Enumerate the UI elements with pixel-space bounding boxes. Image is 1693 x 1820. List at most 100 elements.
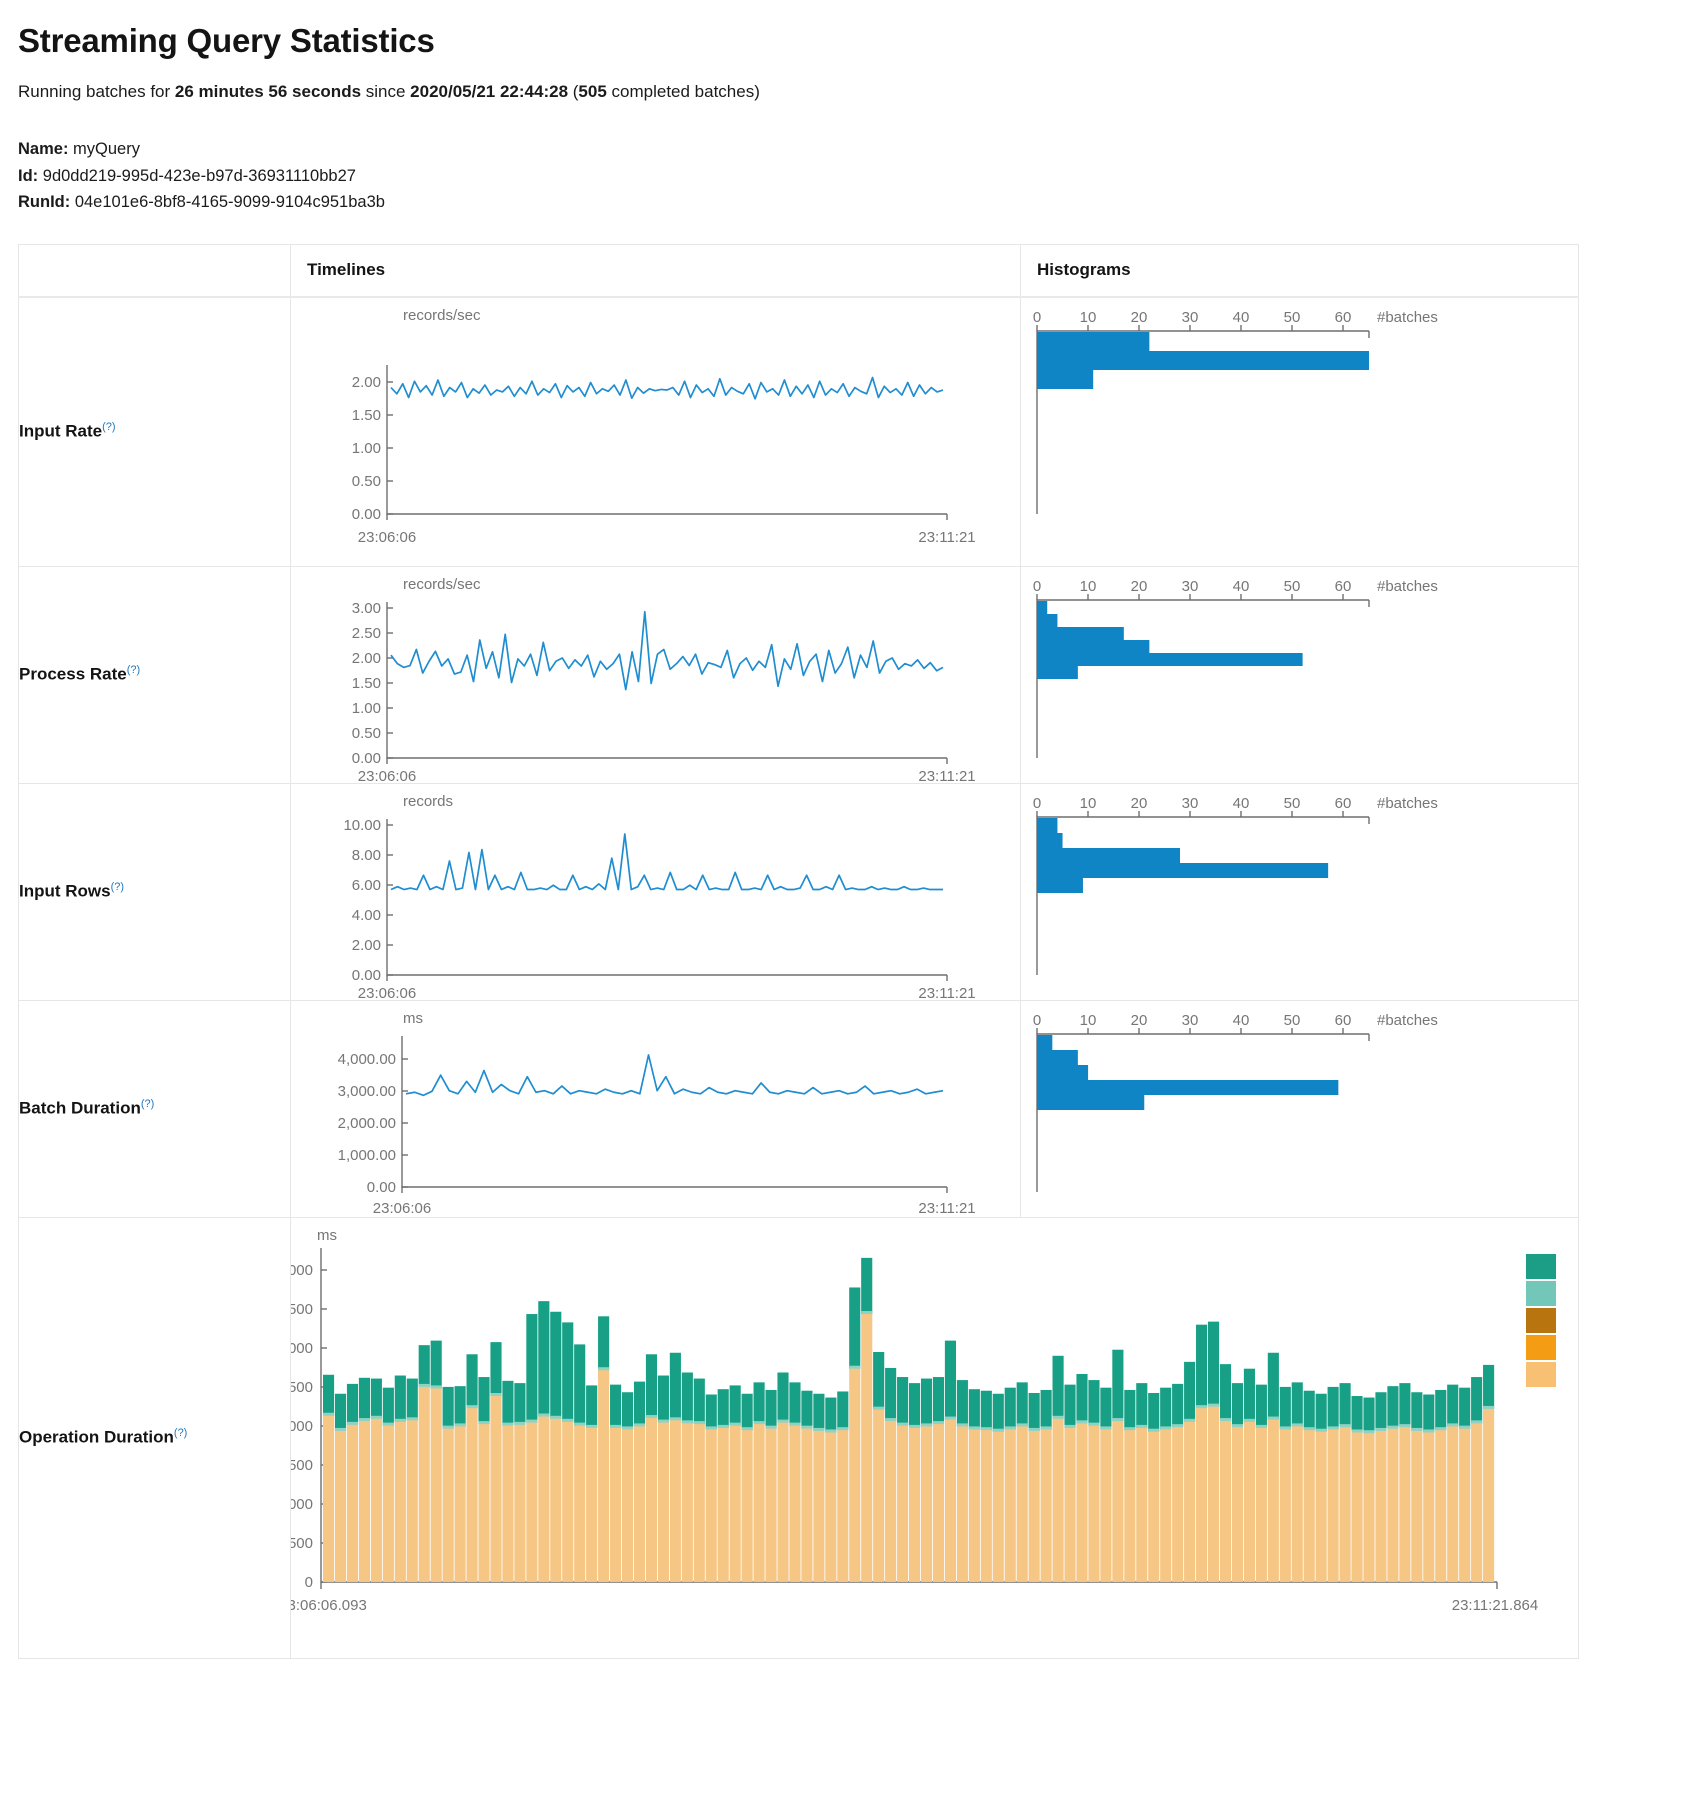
legend-swatch-1[interactable]: [1526, 1253, 1556, 1279]
hist-bar: [1037, 639, 1150, 653]
stacked-bar-segment-get-batch: [1303, 1426, 1315, 1431]
ytick-4.00: 4.00: [352, 907, 381, 924]
batch-duration-histogram-chart: 0 10 20 30 40 50 60 #batches: [1033, 1012, 1438, 1192]
stacked-bar-segment-get-batch: [1219, 1417, 1232, 1422]
stacked-bar-segment-get-batch: [598, 1366, 610, 1371]
stacked-bar-segment-add-batch: [1076, 1423, 1088, 1582]
hist-bars: [1037, 331, 1369, 389]
legend-swatch-5[interactable]: [1526, 1361, 1556, 1387]
stacked-bar-segment-latest-offset: [669, 1352, 681, 1420]
hist-axis-label: #batches: [1377, 1012, 1438, 1029]
stacked-bar-segment-add-batch: [693, 1423, 705, 1582]
hist-bar: [1037, 877, 1083, 893]
stacked-bar-segment-latest-offset: [370, 1378, 382, 1419]
stacked-bar-segment-add-batch: [1160, 1429, 1172, 1582]
stacked-bar-segment-latest-offset: [610, 1384, 622, 1428]
stacked-bar-segment-latest-offset: [849, 1287, 861, 1369]
stacked-bar-segment-latest-offset: [323, 1374, 335, 1416]
stacked-bar-segment-latest-offset: [1363, 1397, 1375, 1433]
hist-bar: [1037, 369, 1094, 389]
stacked-bar-segment-get-batch: [729, 1422, 741, 1426]
htick-20: 20: [1131, 795, 1148, 812]
help-icon[interactable]: (?): [126, 664, 141, 677]
stacked-bar-segment-add-batch: [897, 1425, 909, 1582]
stacked-bar-segment-add-batch: [1267, 1419, 1279, 1582]
stacked-bar-segment-latest-offset: [968, 1388, 980, 1430]
stacked-bar-segment-latest-offset: [490, 1341, 502, 1396]
hist-tick-labels: 0 10 20 30 40 50 60 #batches: [1033, 1012, 1438, 1029]
legend-swatch-4[interactable]: [1526, 1334, 1556, 1360]
help-icon[interactable]: (?): [173, 1427, 188, 1440]
stacked-bar-segment-latest-offset: [1447, 1384, 1459, 1427]
xtick-start-ms: 23:06:06.093: [291, 1597, 367, 1614]
stacked-bar-segment-add-batch: [1291, 1426, 1303, 1582]
stacked-bar-segment-add-batch: [526, 1422, 538, 1582]
stacked-bar-segment-latest-offset: [406, 1378, 418, 1420]
stacked-bar-segment-latest-offset: [1411, 1391, 1423, 1431]
streaming-query-statistics-page: Streaming Query Statistics Running batch…: [18, 22, 1579, 1659]
stacked-bar-segment-add-batch: [1411, 1430, 1423, 1582]
hist-bars: [1037, 1034, 1339, 1110]
stacked-bar-segment-add-batch: [801, 1428, 813, 1582]
ytick-2.50: 2.50: [352, 625, 381, 642]
hist-bar: [1037, 600, 1048, 614]
stacked-bar-segment-latest-offset: [693, 1378, 705, 1424]
stacked-bar-segment-get-batch: [1028, 1427, 1040, 1432]
stacked-bar-segment-latest-offset: [1219, 1363, 1232, 1421]
hist-bar: [1037, 1034, 1053, 1050]
stacked-bar-segment-get-batch: [394, 1418, 406, 1422]
stacked-bar-segment-add-batch: [1423, 1432, 1435, 1582]
ytick-4000: 4,000.00: [338, 1051, 396, 1068]
legend-swatch-3[interactable]: [1526, 1307, 1556, 1333]
help-icon[interactable]: (?): [110, 881, 125, 894]
ytick-1000: 1000: [291, 1496, 313, 1513]
stacked-bar-segment-get-batch: [1387, 1425, 1399, 1429]
hist-bar: [1037, 665, 1078, 679]
stacked-bar-segment-add-batch: [502, 1425, 514, 1582]
stacked-bar-segment-latest-offset: [466, 1353, 478, 1408]
stacked-bar-segment-latest-offset: [885, 1367, 897, 1421]
htick-0: 0: [1033, 1012, 1041, 1029]
stacked-bar-segment-latest-offset: [789, 1382, 801, 1426]
ytick-1.50: 1.50: [352, 675, 381, 692]
stacked-bar-segment-get-batch: [944, 1416, 956, 1420]
stacked-bar-segment-get-batch: [1064, 1424, 1076, 1429]
stacked-bar-segment-get-batch: [669, 1416, 681, 1421]
ytick-2000: 2,000.00: [338, 1115, 396, 1132]
hist-bar: [1037, 817, 1058, 833]
help-icon[interactable]: (?): [140, 1098, 155, 1111]
stacked-bar-segment-latest-offset: [897, 1376, 909, 1426]
help-icon[interactable]: (?): [102, 421, 116, 434]
stacked-bar-segment-add-batch: [478, 1423, 490, 1582]
stacked-bar-segment-add-batch: [1327, 1429, 1339, 1582]
htick-40: 40: [1233, 578, 1250, 595]
htick-50: 50: [1284, 309, 1301, 326]
stacked-bar-segment-get-batch: [323, 1412, 335, 1416]
ytick-1.00: 1.00: [352, 700, 381, 717]
stacked-bar-segment-get-batch: [645, 1414, 658, 1419]
xtick-end-ms: 23:11:21.864: [1452, 1597, 1538, 1614]
stacked-bar-segment-add-batch: [705, 1429, 717, 1582]
stacked-bars: [323, 1257, 1495, 1582]
stacked-bar-segment-add-batch: [323, 1415, 335, 1582]
stacked-bar-segment-get-batch: [514, 1421, 526, 1426]
stacked-bar-segment-latest-offset: [1016, 1382, 1028, 1427]
name-value: myQuery: [73, 140, 140, 158]
histogram-cell-input-rate: 0 10 20 30 40 50 60 #batches: [1020, 296, 1579, 567]
stacked-bar-segment-latest-offset: [1339, 1382, 1351, 1427]
stacked-bar-segment-add-batch: [909, 1427, 921, 1582]
htick-60: 60: [1335, 578, 1352, 595]
stacked-bar-segment-get-batch: [346, 1421, 359, 1426]
ytick-2000: 2000: [291, 1418, 313, 1435]
stacked-bar-segment-add-batch: [1016, 1426, 1028, 1582]
ytick-3.00: 3.00: [352, 600, 381, 617]
histogram-cell-process-rate: 0 10 20 30 40 50 60 #batches: [1020, 565, 1579, 784]
stacked-bar-segment-latest-offset: [1064, 1384, 1076, 1428]
xtick-end: 23:11:21: [918, 529, 975, 546]
stacked-bar-segment-get-batch: [1112, 1417, 1124, 1422]
header-blank: [18, 244, 291, 298]
stacked-bar-segment-add-batch: [681, 1423, 693, 1582]
legend-swatch-2[interactable]: [1526, 1280, 1556, 1306]
stacked-bar-segment-add-batch: [1052, 1418, 1064, 1582]
stacked-bar-segment-latest-offset: [825, 1397, 837, 1433]
